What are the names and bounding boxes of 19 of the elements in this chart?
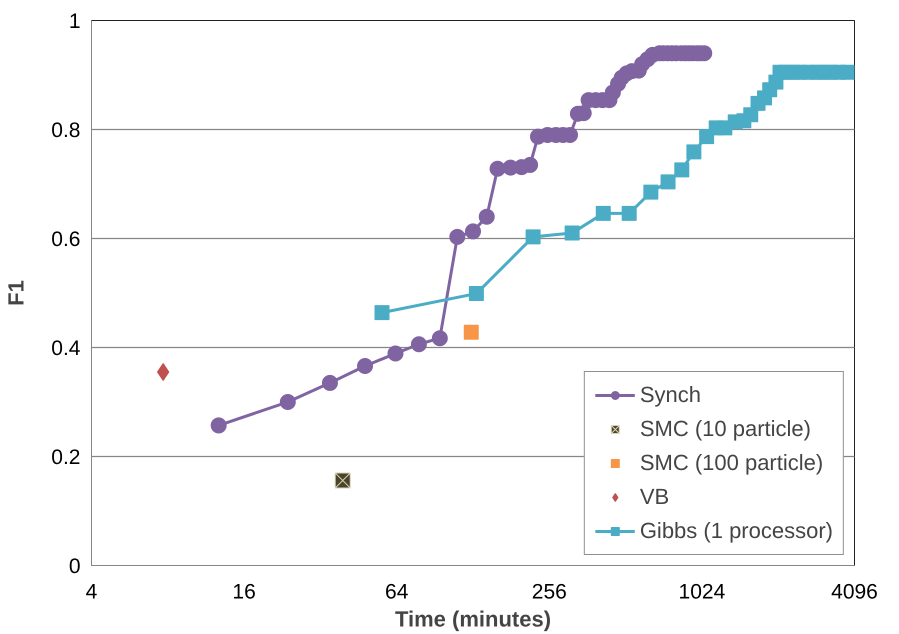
legend-label: Gibbs (1 processor) xyxy=(640,518,833,544)
legend-label: SMC (100 particle) xyxy=(640,450,824,476)
y-tick-label: 0.4 xyxy=(51,337,81,360)
y-tick-label: 0.6 xyxy=(51,228,81,251)
x-tick-label: 1024 xyxy=(678,580,726,604)
x-tick-label: 64 xyxy=(385,580,409,604)
y-tick-label: 0.8 xyxy=(51,119,81,142)
y-tick-label: 0 xyxy=(68,555,81,578)
x-tick-label: 256 xyxy=(532,580,567,604)
x-tick-label: 4096 xyxy=(831,580,878,604)
legend-label: SMC (10 particle) xyxy=(640,416,811,442)
legend-label: Synch xyxy=(640,382,701,408)
x-tick-label: 16 xyxy=(232,580,256,604)
x-axis-title: Time (minutes) xyxy=(394,606,552,632)
y-axis-title: F1 xyxy=(3,280,28,306)
y-tick-label: 1 xyxy=(68,10,81,33)
x-tick-label: 4 xyxy=(86,580,98,604)
y-tick-label: 0.2 xyxy=(51,446,81,469)
legend-label: VB xyxy=(640,484,670,510)
